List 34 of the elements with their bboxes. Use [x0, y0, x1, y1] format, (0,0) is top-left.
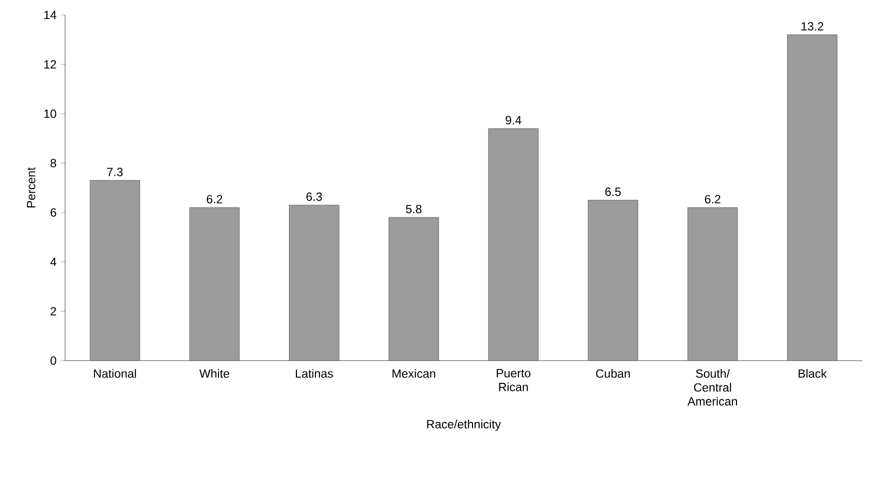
- bar: [688, 207, 738, 361]
- data-label: 6.2: [704, 194, 720, 204]
- data-label: 7.3: [107, 168, 123, 176]
- x-tick-label: South/ Central American: [687, 368, 738, 406]
- y-tick-label: 14: [44, 10, 56, 19]
- bar: [787, 34, 838, 361]
- y-tick-label: 6: [50, 208, 56, 217]
- data-label: 6.2: [206, 194, 222, 204]
- x-tick-label: Cuban: [596, 368, 630, 378]
- bar: [189, 207, 240, 361]
- x-tick-label: Latinas: [296, 368, 333, 378]
- y-tick-label: 2: [50, 307, 56, 316]
- y-tick-label: 8: [50, 158, 56, 168]
- y-axis-title: Percent: [26, 167, 36, 208]
- x-tick-label: Black: [798, 368, 827, 378]
- bar: [488, 128, 538, 361]
- y-tick-label: 12: [44, 60, 56, 68]
- data-label: 6.5: [605, 187, 621, 196]
- x-tick-label: National: [94, 368, 136, 378]
- x-tick-label: White: [199, 368, 230, 378]
- data-label: 9.4: [506, 116, 522, 124]
- y-tick-label: 4: [50, 258, 56, 266]
- y-tick-label: 0: [50, 356, 56, 365]
- data-label: 6.3: [306, 192, 322, 201]
- x-tick-label: Mexican: [392, 368, 436, 378]
- bar: [90, 180, 140, 361]
- bar: [289, 204, 340, 361]
- y-tick-label: 10: [44, 109, 56, 118]
- data-label: 5.8: [406, 204, 422, 214]
- bar: [588, 200, 638, 361]
- bar: [388, 217, 439, 361]
- x-axis-title: Race/ethnicity: [427, 420, 501, 431]
- data-label: 13.2: [802, 22, 824, 30]
- x-tick-label: Puerto Rican: [496, 368, 530, 392]
